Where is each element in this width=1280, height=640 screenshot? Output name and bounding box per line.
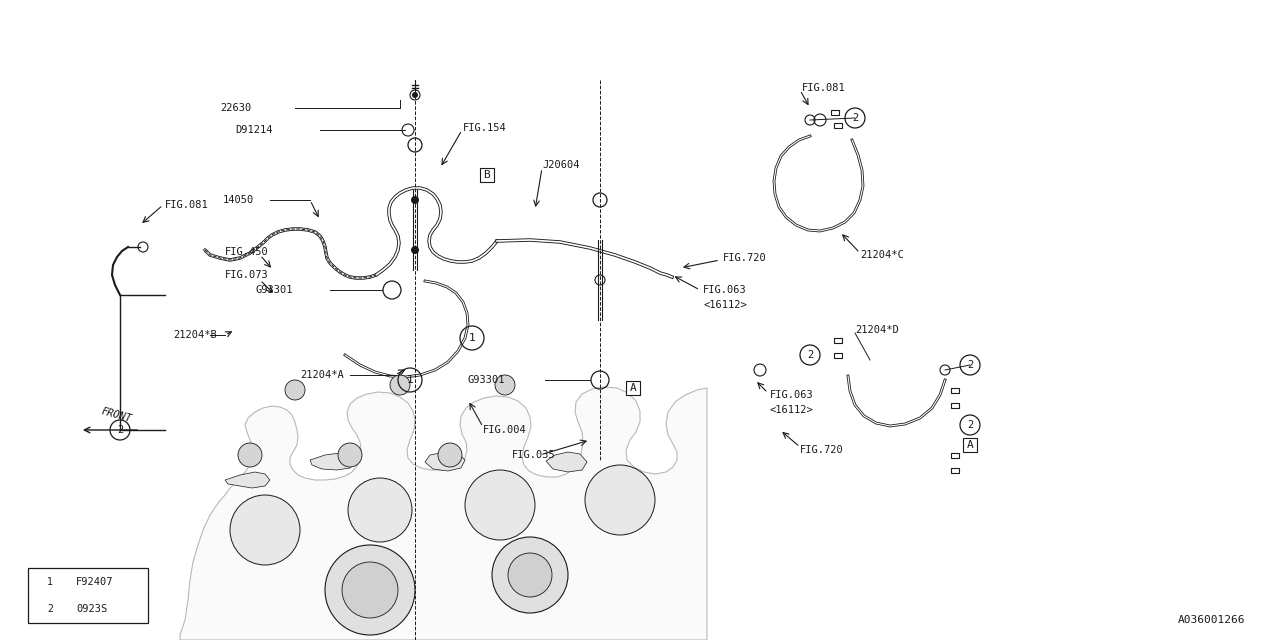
Text: A: A	[630, 383, 636, 393]
Bar	[28, 568, 148, 623]
Bar	[963, 438, 977, 452]
Bar	[835, 353, 842, 358]
Text: F92407: F92407	[76, 577, 114, 587]
Text: D91214: D91214	[236, 125, 273, 135]
Circle shape	[342, 562, 398, 618]
Text: FIG.081: FIG.081	[803, 83, 846, 93]
Bar	[951, 467, 959, 472]
Circle shape	[390, 375, 410, 395]
Text: 1: 1	[407, 375, 413, 385]
Polygon shape	[310, 453, 355, 470]
Circle shape	[338, 443, 362, 467]
Circle shape	[238, 443, 262, 467]
Bar	[835, 337, 842, 342]
Circle shape	[412, 92, 419, 98]
Text: 2: 2	[966, 420, 973, 430]
Circle shape	[585, 465, 655, 535]
Text: FIG.035: FIG.035	[512, 450, 556, 460]
Text: G93301: G93301	[468, 375, 506, 385]
Circle shape	[325, 545, 415, 635]
Text: B: B	[484, 170, 490, 180]
Text: 21204*D: 21204*D	[855, 325, 899, 335]
Text: 2: 2	[966, 360, 973, 370]
Circle shape	[508, 553, 552, 597]
Text: 21204*C: 21204*C	[860, 250, 904, 260]
Text: 2: 2	[47, 604, 54, 614]
Polygon shape	[425, 452, 465, 471]
Circle shape	[492, 537, 568, 613]
Polygon shape	[547, 452, 588, 472]
Text: 21204*A: 21204*A	[300, 370, 344, 380]
Circle shape	[411, 246, 419, 254]
Circle shape	[411, 196, 419, 204]
Circle shape	[438, 443, 462, 467]
Circle shape	[230, 495, 300, 565]
Text: 2: 2	[806, 350, 813, 360]
Text: 21204*B: 21204*B	[173, 330, 216, 340]
Bar	[626, 381, 640, 395]
Text: J20604: J20604	[541, 160, 580, 170]
Text: 1: 1	[468, 333, 475, 343]
Circle shape	[285, 380, 305, 400]
Text: 14050: 14050	[223, 195, 255, 205]
Text: G93301: G93301	[255, 285, 293, 295]
Text: 22630: 22630	[220, 103, 251, 113]
Circle shape	[465, 470, 535, 540]
Text: 1: 1	[47, 577, 54, 587]
Bar	[831, 109, 838, 115]
Text: FIG.063: FIG.063	[703, 285, 746, 295]
Text: A: A	[966, 440, 973, 450]
Circle shape	[348, 478, 412, 542]
Text: FIG.720: FIG.720	[800, 445, 844, 455]
Text: <16112>: <16112>	[771, 405, 814, 415]
Text: FIG.063: FIG.063	[771, 390, 814, 400]
Text: 2: 2	[116, 425, 123, 435]
Bar	[951, 387, 959, 392]
Polygon shape	[225, 472, 270, 488]
Circle shape	[495, 375, 515, 395]
Bar	[951, 452, 959, 458]
Text: 0923S: 0923S	[76, 604, 108, 614]
Bar	[480, 168, 494, 182]
Text: FIG.081: FIG.081	[165, 200, 209, 210]
Text: A036001266: A036001266	[1178, 615, 1245, 625]
Text: FIG.154: FIG.154	[463, 123, 507, 133]
Bar	[835, 122, 842, 127]
Text: FIG.450: FIG.450	[225, 247, 269, 257]
Text: 2: 2	[852, 113, 858, 123]
Text: FIG.720: FIG.720	[723, 253, 767, 263]
Polygon shape	[180, 387, 707, 640]
Text: FIG.073: FIG.073	[225, 270, 269, 280]
Text: <16112>: <16112>	[703, 300, 746, 310]
Text: FIG.004: FIG.004	[483, 425, 527, 435]
Bar	[951, 403, 959, 408]
Text: FRONT: FRONT	[100, 406, 133, 424]
